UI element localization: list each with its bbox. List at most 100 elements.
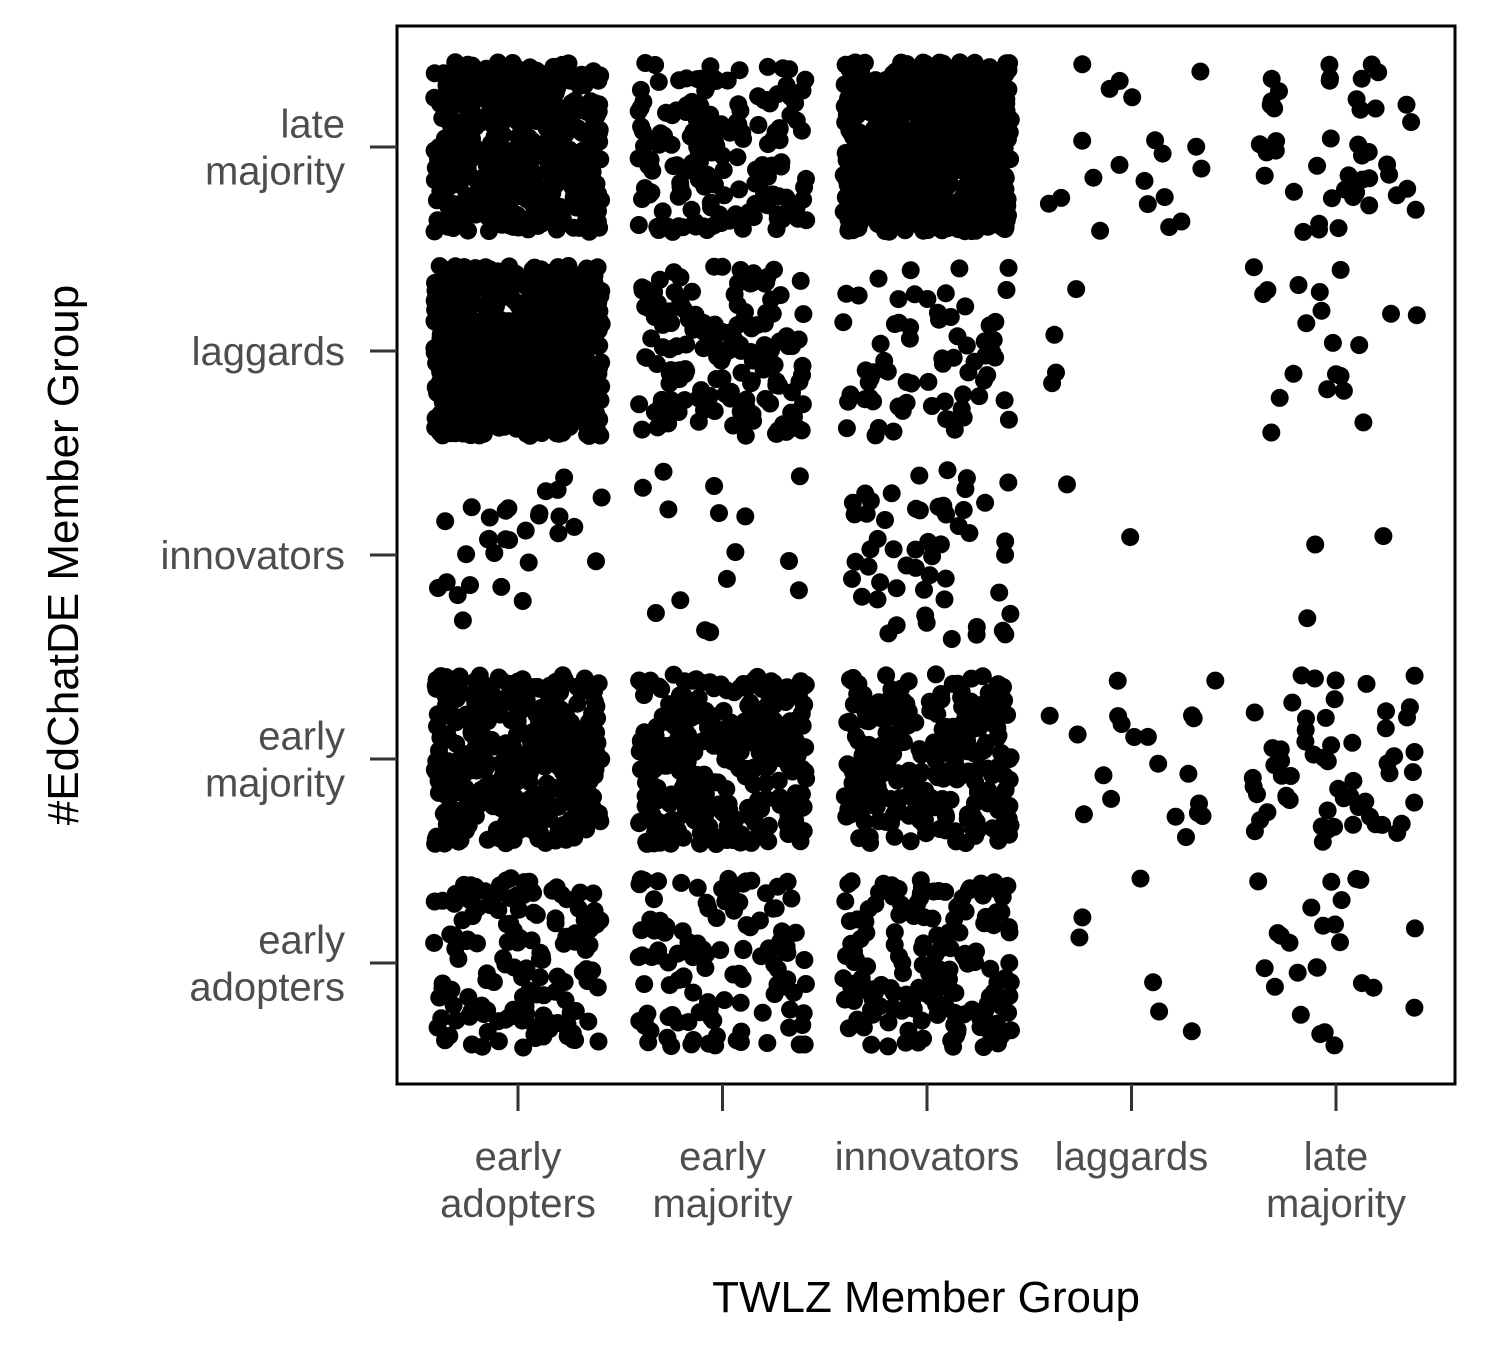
data-point xyxy=(1074,805,1093,824)
data-point xyxy=(867,797,886,816)
data-point xyxy=(836,892,855,911)
data-point xyxy=(473,1037,492,1056)
data-point xyxy=(1311,1025,1330,1044)
data-point xyxy=(671,173,690,192)
data-point xyxy=(519,799,538,817)
data-point xyxy=(935,392,954,411)
data-point xyxy=(770,741,789,760)
data-point xyxy=(1341,787,1360,806)
data-point xyxy=(837,419,856,438)
data-point xyxy=(431,325,450,344)
data-point xyxy=(731,993,750,1012)
data-point xyxy=(781,106,800,125)
data-point xyxy=(547,156,566,175)
data-point xyxy=(929,497,948,516)
data-point xyxy=(677,801,695,819)
data-point xyxy=(437,75,456,94)
data-point xyxy=(671,591,690,610)
data-point xyxy=(525,258,544,277)
data-point xyxy=(500,531,519,550)
data-point xyxy=(468,898,487,917)
data-point xyxy=(489,1012,508,1031)
data-point xyxy=(1350,336,1369,355)
data-point xyxy=(434,275,453,293)
data-point xyxy=(448,828,467,846)
data-point xyxy=(855,390,874,409)
data-point xyxy=(670,361,689,380)
data-point xyxy=(699,899,718,918)
data-point xyxy=(885,923,904,942)
data-point xyxy=(571,883,590,902)
data-point xyxy=(1138,727,1157,746)
data-point xyxy=(1349,135,1368,154)
data-point xyxy=(455,745,474,764)
data-point xyxy=(465,137,484,156)
y-tick-label: majority xyxy=(205,762,345,806)
data-point xyxy=(498,274,517,292)
data-point xyxy=(1040,706,1059,725)
data-point xyxy=(1146,131,1165,150)
data-point xyxy=(558,343,577,362)
data-point xyxy=(715,186,734,205)
data-point xyxy=(459,115,478,134)
data-point xyxy=(1325,1036,1344,1055)
data-point xyxy=(491,161,510,180)
data-point xyxy=(914,1029,933,1048)
data-point xyxy=(447,713,466,732)
data-point xyxy=(966,794,984,813)
data-point xyxy=(739,733,758,752)
data-point xyxy=(1308,156,1327,175)
data-point xyxy=(436,1031,454,1050)
data-point xyxy=(445,926,463,945)
data-point xyxy=(912,1011,931,1030)
data-point xyxy=(925,201,943,220)
data-point xyxy=(737,398,756,417)
data-point xyxy=(950,259,969,278)
data-point xyxy=(759,816,778,835)
data-point xyxy=(793,366,811,384)
data-point xyxy=(974,1038,993,1056)
data-point xyxy=(1094,766,1113,785)
data-point xyxy=(1405,998,1424,1017)
data-point xyxy=(1125,728,1144,746)
data-point xyxy=(757,303,776,322)
data-point xyxy=(1297,709,1315,728)
data-point xyxy=(790,1035,809,1054)
data-point xyxy=(891,712,910,731)
data-point xyxy=(944,348,963,367)
data-point xyxy=(906,713,925,732)
data-point xyxy=(1244,777,1263,796)
data-point xyxy=(695,779,714,798)
data-point xyxy=(1001,604,1020,623)
data-point xyxy=(738,678,757,697)
data-point xyxy=(792,737,811,756)
data-point xyxy=(887,122,906,141)
data-point xyxy=(655,744,674,762)
data-point xyxy=(849,286,868,305)
data-point xyxy=(843,54,862,73)
data-point xyxy=(905,168,924,187)
data-point xyxy=(763,899,782,918)
data-point xyxy=(533,214,552,233)
data-point xyxy=(956,297,975,316)
data-point xyxy=(720,211,739,230)
data-point xyxy=(880,690,899,709)
data-point xyxy=(1291,1005,1310,1024)
data-point xyxy=(494,209,513,228)
data-point xyxy=(492,577,511,596)
data-point xyxy=(1249,872,1268,891)
data-point xyxy=(669,187,688,206)
data-point xyxy=(567,799,586,818)
data-point xyxy=(566,748,585,767)
data-point xyxy=(795,951,814,969)
data-point xyxy=(754,360,773,379)
data-point xyxy=(992,743,1011,762)
data-point xyxy=(759,832,778,851)
data-point xyxy=(970,387,989,406)
data-point xyxy=(702,198,720,217)
data-point xyxy=(538,774,557,793)
data-point xyxy=(871,573,890,592)
data-point xyxy=(1206,671,1225,690)
data-point xyxy=(1166,807,1185,826)
data-point xyxy=(459,762,478,781)
